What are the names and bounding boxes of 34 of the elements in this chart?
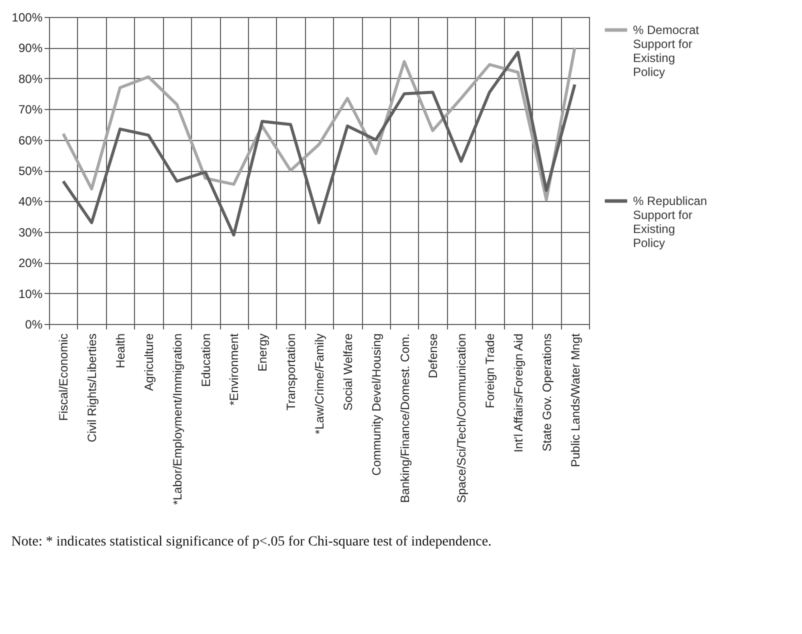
x-tick-label: Community Devel/Housing	[369, 334, 384, 476]
x-tick-label: Social Welfare	[340, 333, 355, 411]
y-tick-label: 0%	[25, 318, 43, 332]
x-tick-label: *Law/Crime/Family	[312, 334, 326, 434]
y-tick-label: 40%	[18, 194, 43, 209]
y-tick-label: 10%	[18, 286, 43, 301]
y-tick-label: 70%	[18, 102, 43, 117]
line-series	[62, 46, 576, 202]
x-tick-label: State Gov. Operations	[540, 334, 554, 452]
x-tick-label: Civil Rights/Liberties	[85, 334, 100, 442]
x-tick-label: Education	[198, 334, 213, 387]
x-tick-label: Fiscal/Economic	[56, 334, 71, 421]
x-tick-label: Banking/Finance/Domest. Com.	[398, 334, 412, 503]
text: Note: * indicates statistical significance of p<.05 for Chi-square test of independence.	[11, 534, 492, 550]
x-tick-label: Int'l Affairs/Foreign Aid	[511, 334, 526, 452]
x-tick-label: Defense	[426, 333, 440, 378]
y-tick-label: 60%	[18, 133, 43, 148]
y-tick-label: 80%	[18, 72, 43, 86]
x-tick-label: *Environment	[227, 332, 242, 406]
x-tick-label: Agriculture	[142, 333, 156, 391]
y-tick-label: 50%	[18, 164, 43, 178]
y-tick-label: 90%	[18, 41, 43, 56]
x-tick-label: Health	[114, 334, 128, 368]
x-tick-label: Energy	[256, 334, 270, 372]
legend-label: % Republican Support for Existing Policy	[633, 194, 708, 250]
x-tick-label: *Labor/Employment/Immigration	[170, 334, 184, 505]
y-tick-label: 100%	[12, 10, 43, 24]
y-tick-label: 20%	[18, 256, 43, 270]
x-tick-label: Public Lands/Water Mngt	[568, 332, 582, 468]
x-tick-label: Foreign Trade	[483, 333, 498, 408]
legend-label: % Democrat Support for Existing Policy	[633, 23, 700, 79]
y-tick-label: 30%	[18, 225, 43, 240]
x-tick-label: Space/Sci/Tech/Communication	[454, 334, 469, 503]
x-tick-label: Transportation	[284, 334, 298, 410]
